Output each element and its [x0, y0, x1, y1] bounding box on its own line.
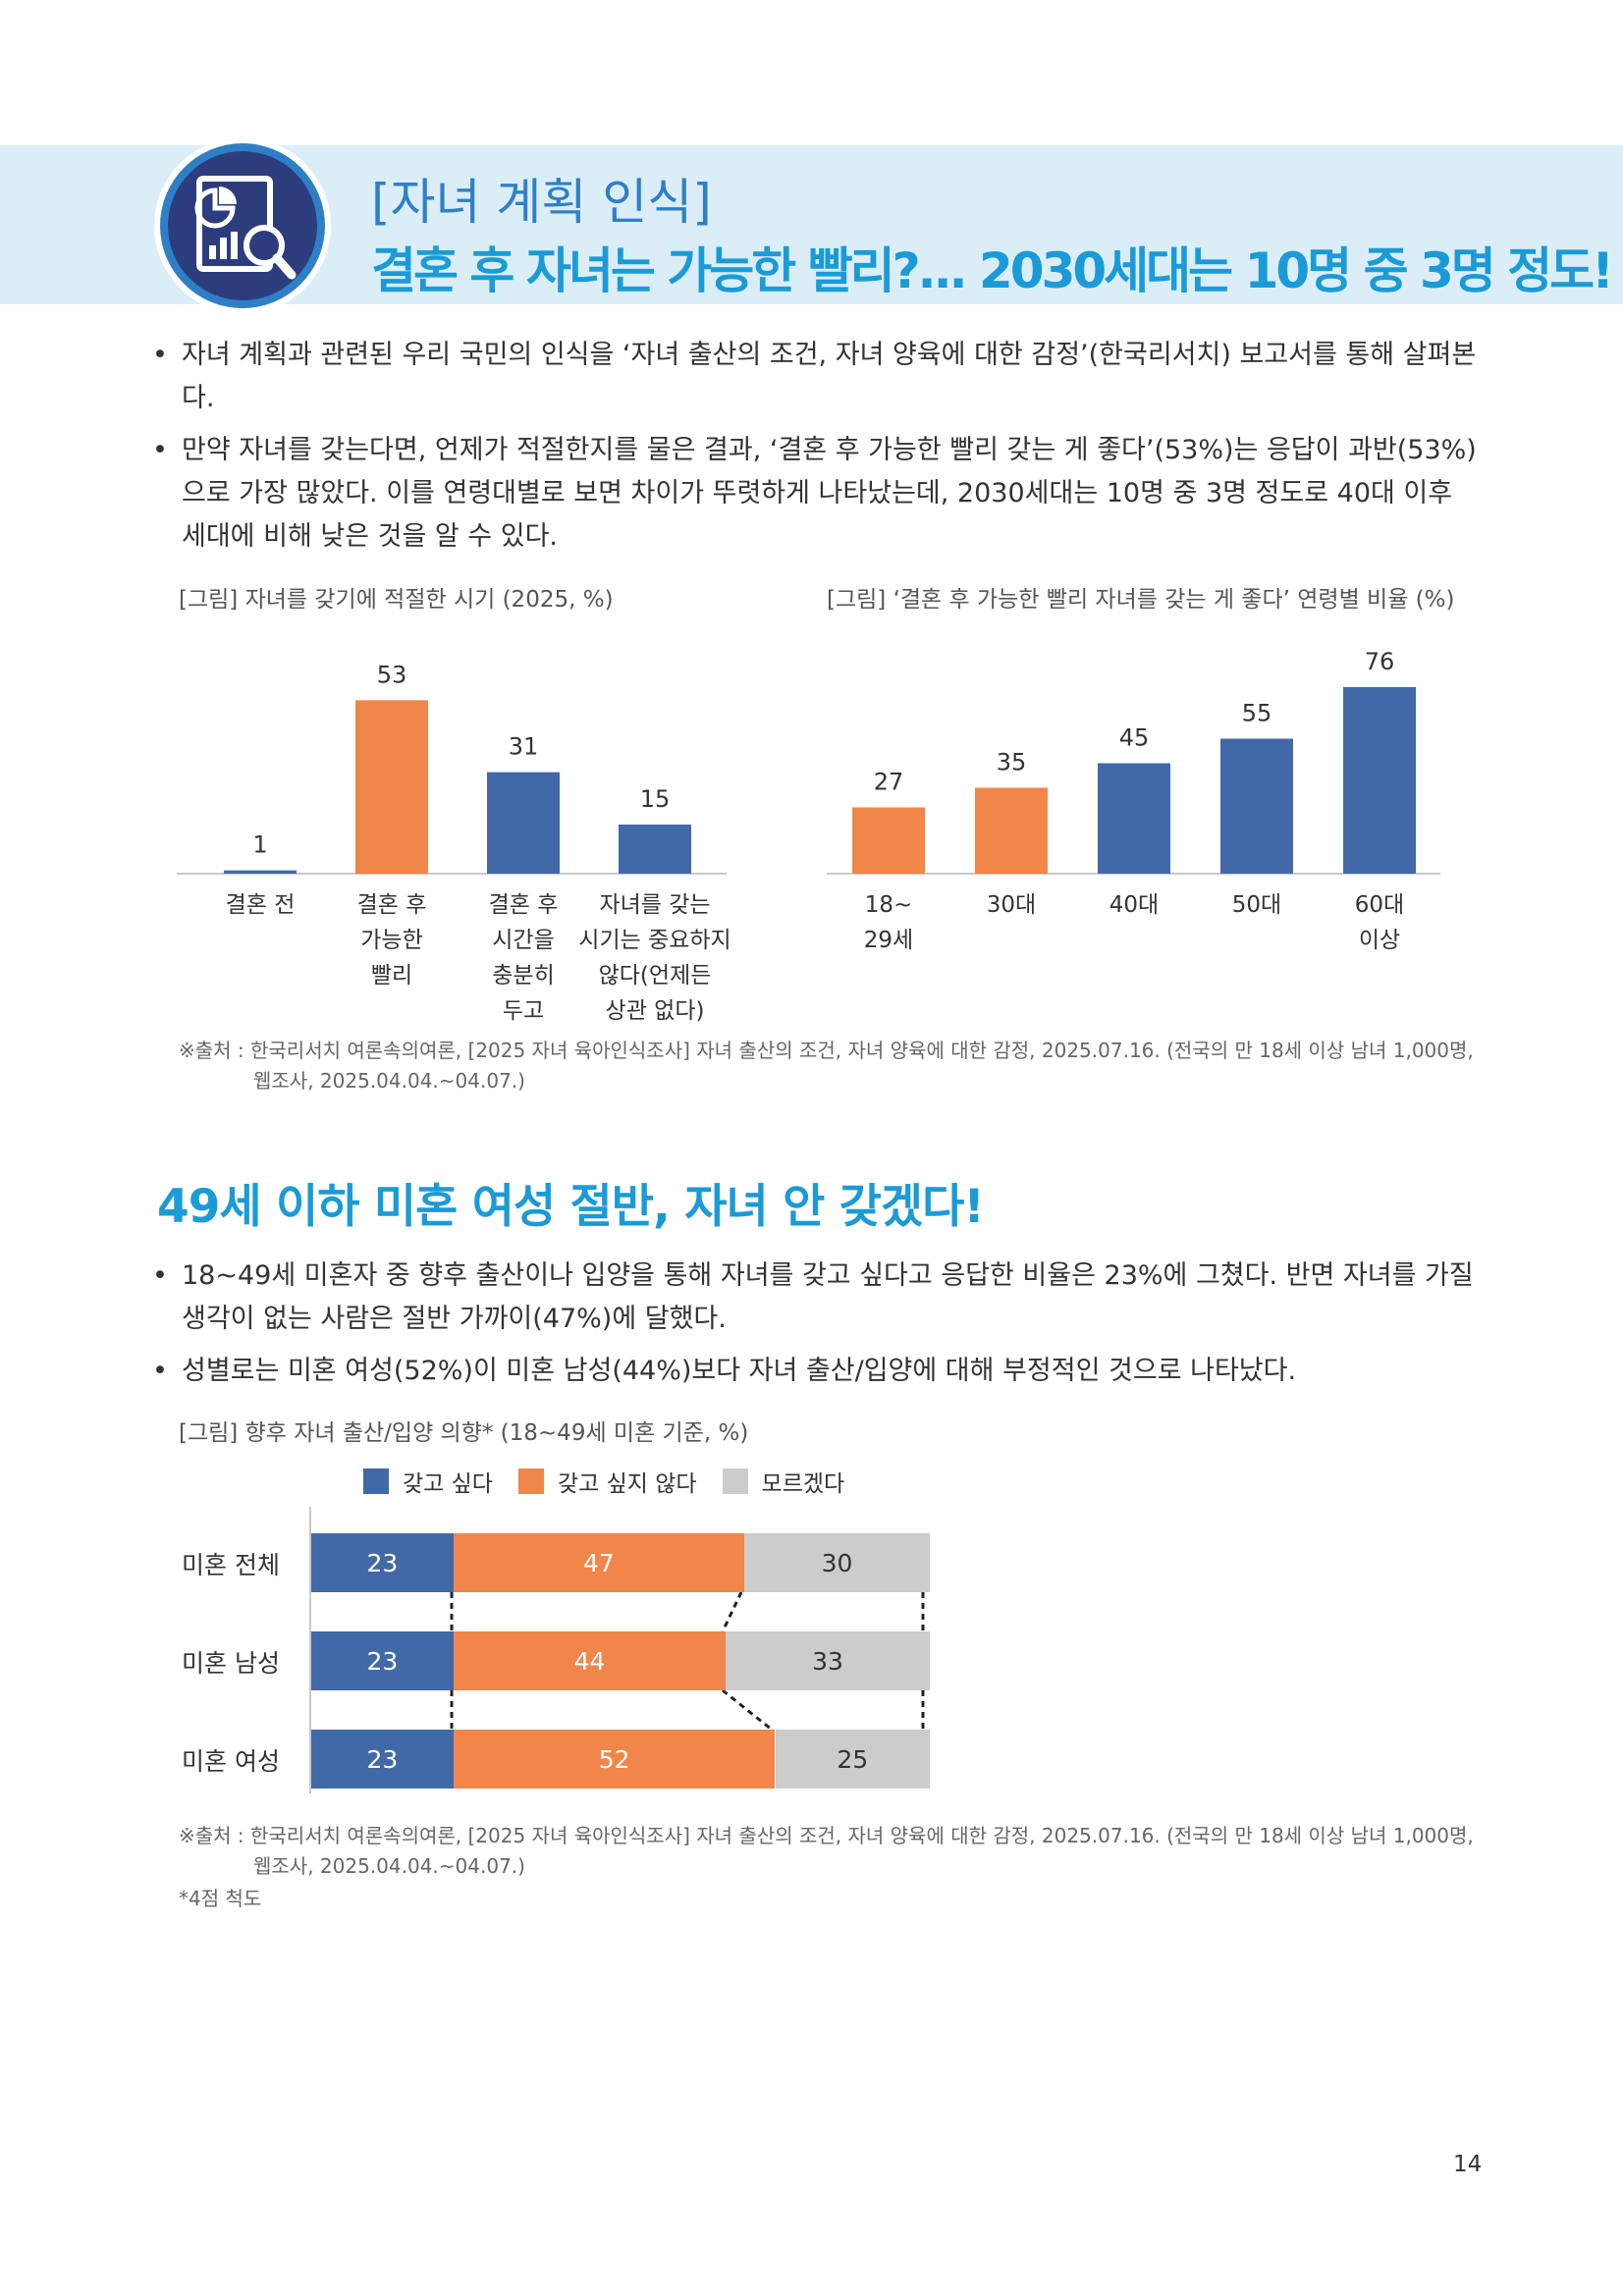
- data-label: 27: [874, 769, 904, 796]
- category-label: 결혼 전: [226, 892, 296, 918]
- category-label: 29세: [864, 928, 913, 953]
- data-label: 15: [640, 785, 671, 813]
- category-label: 이상: [1359, 928, 1400, 953]
- source1: ※출처 : 한국리서치 여론속의여론, [2025 자녀 육아인식조사] 자녀 …: [179, 1036, 1474, 1096]
- legend-label-unknown: 모르겠다: [761, 1471, 845, 1497]
- stacked-segment: 47: [453, 1533, 744, 1592]
- category-label: 50대: [1232, 892, 1281, 918]
- data-label: 76: [1365, 648, 1395, 675]
- chart3-legend: 갖고 싶다 갖고 싶지 않다 모르겠다: [363, 1465, 870, 1498]
- bar: [487, 772, 560, 874]
- data-label: 45: [1119, 724, 1150, 752]
- stacked-segment: 23: [311, 1533, 454, 1592]
- category-label: 빨리: [371, 963, 412, 988]
- legend-swatch-want: [363, 1468, 389, 1494]
- stacked-segment: 30: [744, 1533, 930, 1592]
- category-label: 18~: [865, 892, 913, 918]
- bar: [975, 787, 1048, 874]
- category-label: 60대: [1355, 892, 1404, 918]
- intro-bullet-1: 자녀 계획과 관련된 우리 국민의 인식을 ‘자녀 출산의 조건, 자녀 양육에…: [152, 334, 1478, 420]
- data-label: 31: [509, 733, 539, 761]
- legend-label-not-want: 갖고 싶지 않다: [557, 1471, 697, 1497]
- source1-line1: ※출처 : 한국리서치 여론속의여론, [2025 자녀 육아인식조사] 자녀 …: [179, 1039, 1474, 1062]
- figure3-caption: [그림] 향후 자녀 출산/입양 의향* (18~49세 미혼 기준, %): [179, 1420, 749, 1446]
- bar: [619, 825, 691, 874]
- stacked-segment: 52: [453, 1730, 776, 1789]
- category-label: 자녀를 갖는: [599, 892, 710, 918]
- category-label: 시기는 중요하지: [578, 928, 730, 953]
- legend-item-unknown: 모르겠다: [722, 1465, 845, 1498]
- category-label: 상관 없다): [606, 998, 705, 1024]
- section2-bullet-2: 성별로는 미혼 여성(52%)이 미혼 남성(44%)보다 자녀 출산/입양에 …: [152, 1350, 1478, 1393]
- section2-bullet-list: 18~49세 미혼자 중 향후 출산이나 입양을 통해 자녀를 갖고 싶다고 응…: [152, 1255, 1478, 1402]
- category-label: 두고: [503, 998, 544, 1024]
- source2-line2: 웹조사, 2025.04.04.~04.07.): [253, 1854, 525, 1878]
- section2-title: 49세 이하 미혼 여성 절반, 자녀 안 갖겠다!: [157, 1180, 985, 1234]
- row-label: 미혼 남성: [182, 1649, 280, 1678]
- bar: [355, 700, 428, 874]
- stacked-segment: 33: [726, 1631, 930, 1690]
- page-number: 14: [1453, 2152, 1483, 2177]
- legend-item-want: 갖고 싶다: [363, 1465, 493, 1498]
- data-label: 1: [252, 831, 267, 859]
- header-title: 결혼 후 자녀는 가능한 빨리?... 2030세대는 10명 중 3명 정도!: [371, 242, 1614, 299]
- category-label: 40대: [1109, 892, 1159, 918]
- category-label: 충분히: [492, 963, 554, 988]
- row-label: 미혼 전체: [182, 1551, 280, 1579]
- figure1-caption: [그림] 자녀를 갖기에 적절한 시기 (2025, %): [179, 587, 614, 613]
- stacked-segment: 25: [775, 1730, 930, 1789]
- source2-line1: ※출처 : 한국리서치 여론속의여론, [2025 자녀 육아인식조사] 자녀 …: [179, 1824, 1474, 1847]
- row-label: 미혼 여성: [182, 1747, 280, 1776]
- data-label: 35: [997, 749, 1027, 776]
- stacked-segment: 23: [311, 1631, 454, 1690]
- intro-bullet-2: 만약 자녀를 갖는다면, 언제가 적절한지를 물은 결과, ‘결혼 후 가능한 …: [152, 429, 1478, 559]
- report-magnifier-icon: [152, 135, 334, 317]
- chart3-axis: [309, 1507, 311, 1793]
- category-label: 결혼 후: [489, 892, 559, 918]
- bar: [224, 870, 297, 874]
- category-label: 않다(언제든: [599, 963, 712, 988]
- source1-line2: 웹조사, 2025.04.04.~04.07.): [253, 1069, 525, 1093]
- category-label: 시간을: [492, 928, 554, 953]
- category-label: 가능한: [360, 928, 422, 953]
- bar: [1343, 687, 1416, 874]
- stacked-segment: 44: [453, 1631, 727, 1690]
- intro-bullet-list: 자녀 계획과 관련된 우리 국민의 인식을 ‘자녀 출산의 조건, 자녀 양육에…: [152, 334, 1478, 567]
- legend-swatch-unknown: [722, 1468, 748, 1494]
- category-label: 결혼 후: [357, 892, 427, 918]
- bar: [852, 807, 925, 874]
- stacked-segment: 23: [311, 1730, 454, 1789]
- legend-item-not-want: 갖고 싶지 않다: [517, 1465, 697, 1498]
- bar: [1220, 738, 1293, 874]
- figure2-caption: [그림] ‘결혼 후 가능한 빨리 자녀를 갖는 게 좋다’ 연령별 비율 (%…: [827, 587, 1455, 613]
- header-subtitle: [자녀 계획 인식]: [371, 174, 712, 231]
- section2-bullet-1: 18~49세 미혼자 중 향후 출산이나 입양을 통해 자녀를 갖고 싶다고 응…: [152, 1255, 1478, 1341]
- legend-label-want: 갖고 싶다: [403, 1471, 493, 1497]
- data-label: 55: [1242, 700, 1272, 727]
- scale-note: *4점 척도: [179, 1887, 262, 1910]
- source2: ※출처 : 한국리서치 여론속의여론, [2025 자녀 육아인식조사] 자녀 …: [179, 1821, 1474, 1882]
- data-label: 53: [377, 661, 407, 688]
- bar: [1098, 763, 1170, 874]
- category-label: 30대: [987, 892, 1036, 918]
- legend-swatch-not-want: [517, 1468, 544, 1494]
